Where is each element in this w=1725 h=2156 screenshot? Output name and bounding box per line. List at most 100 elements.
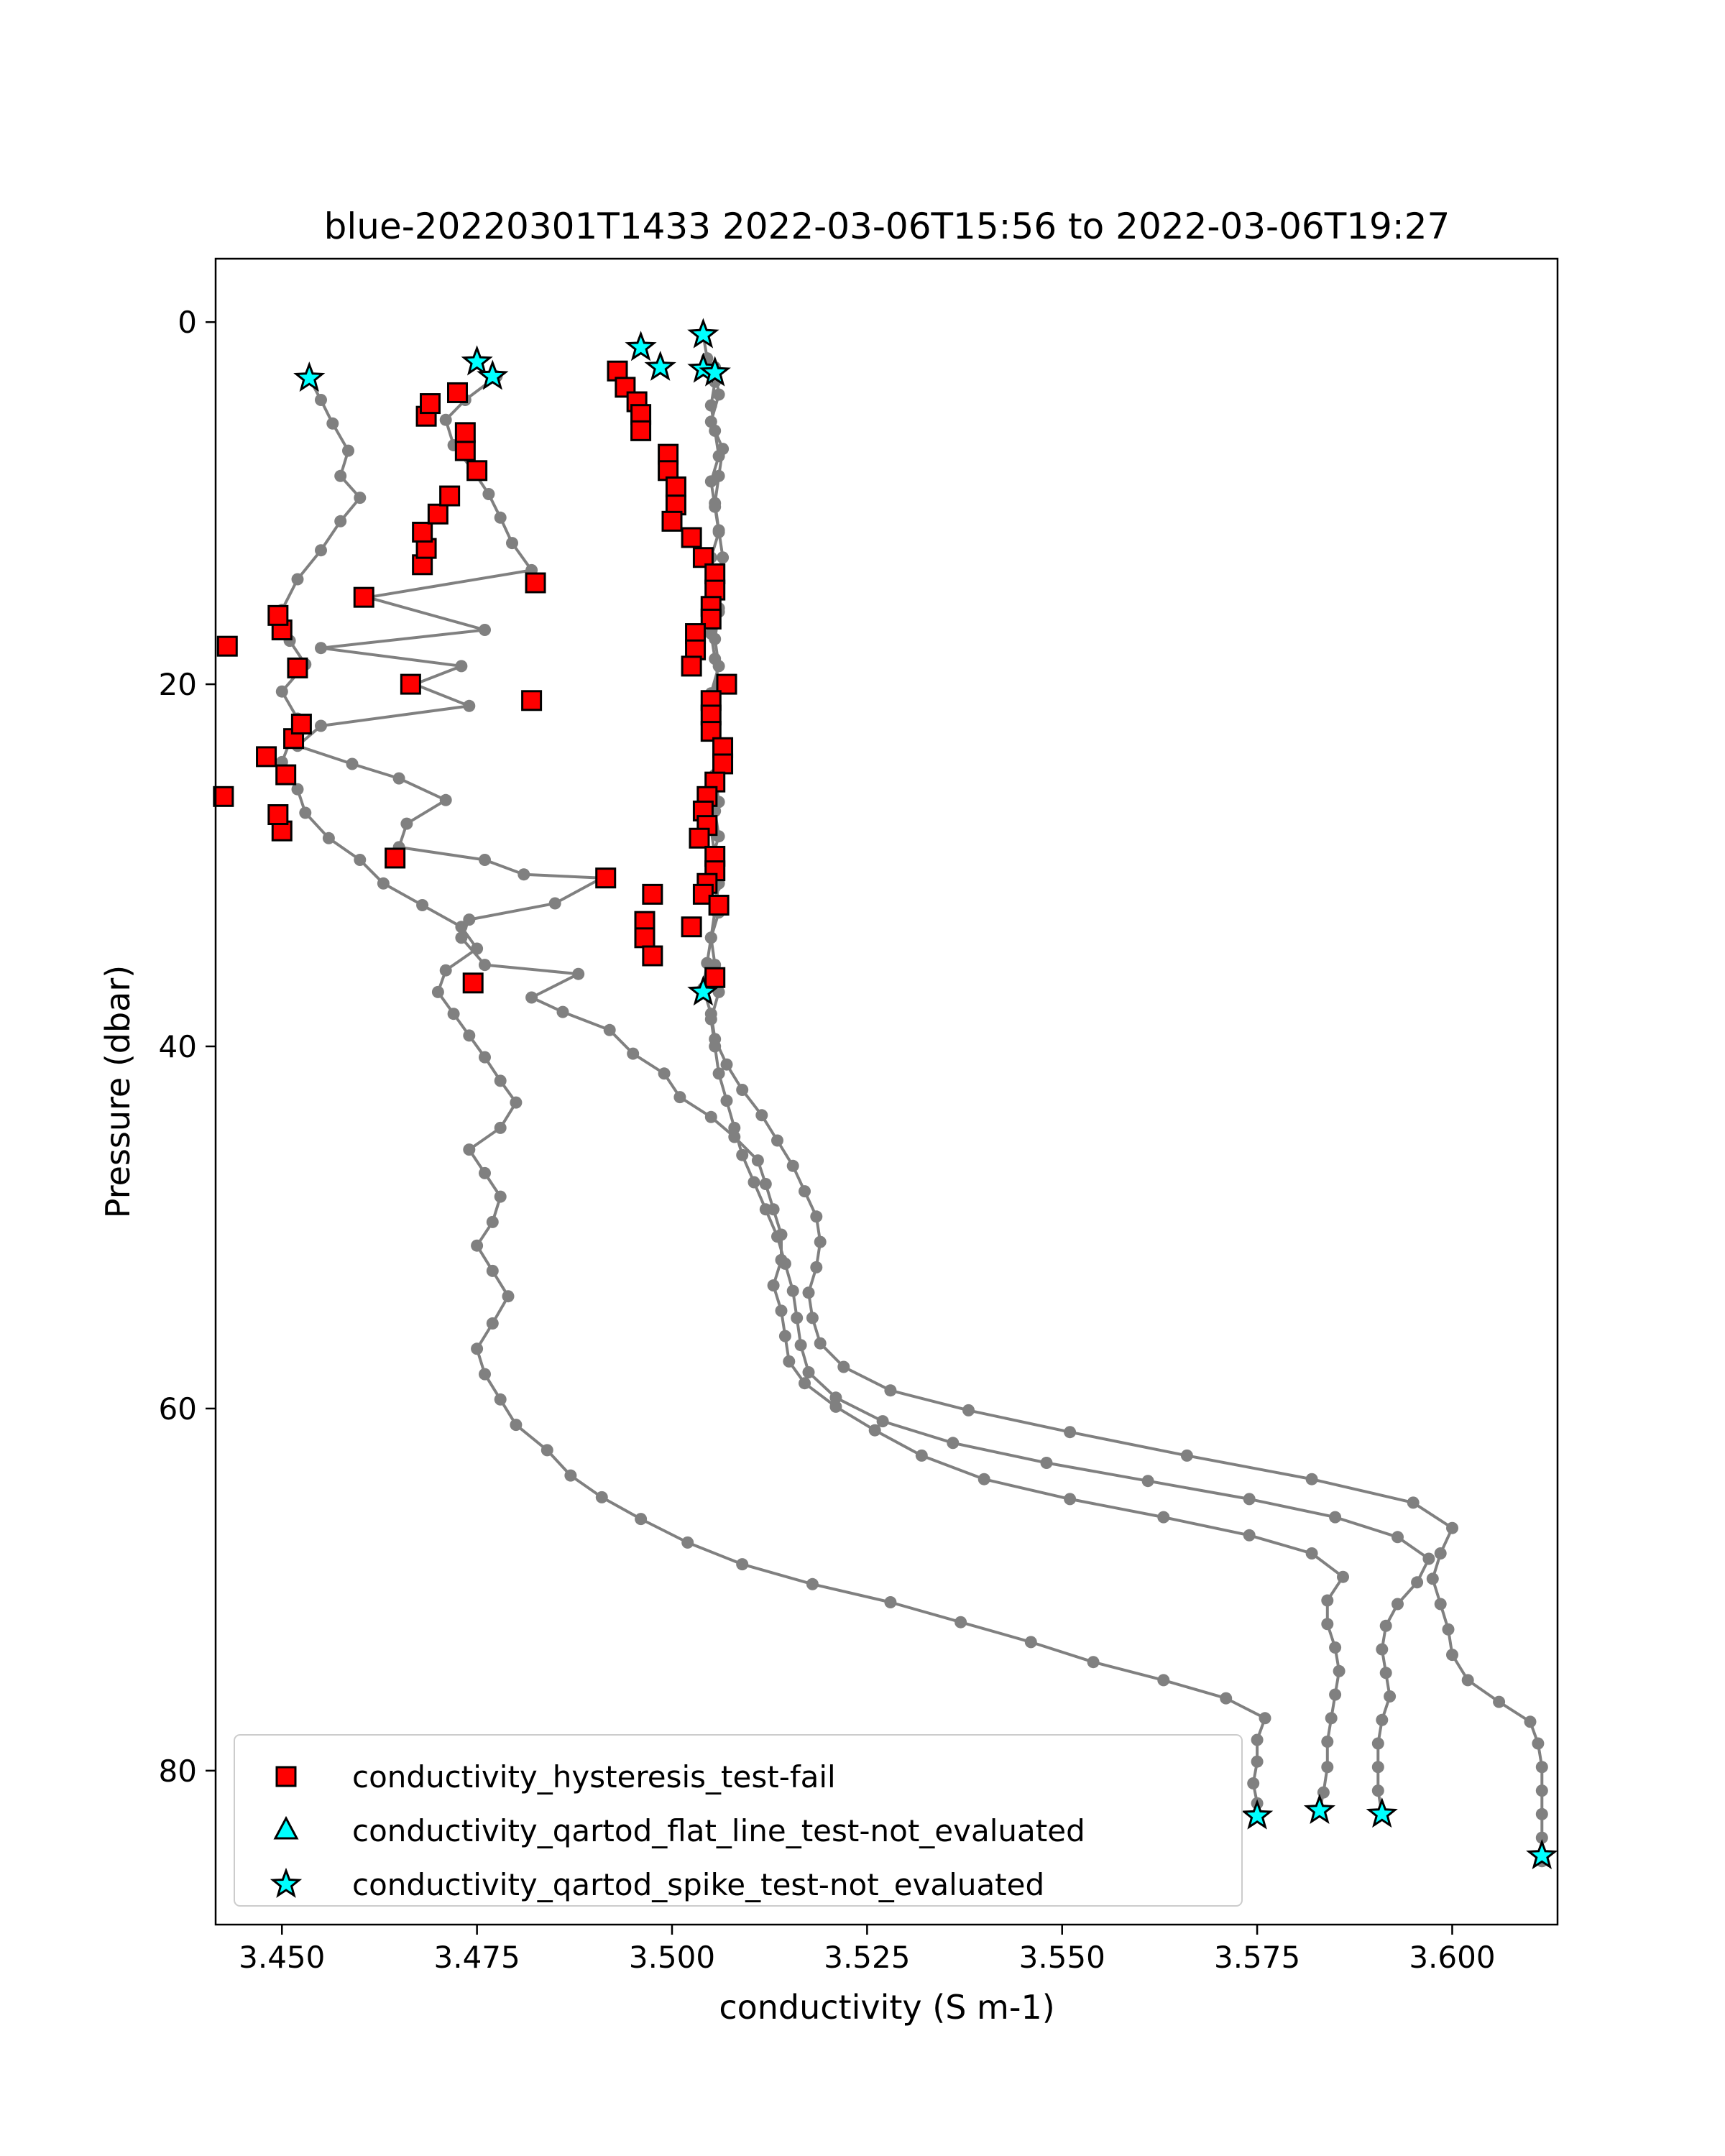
profile-point [709,1033,722,1046]
legend-label: conductivity_qartod_spike_test-not_evalu… [352,1867,1044,1902]
x-tick-label: 3.600 [1409,1940,1495,1975]
profile-point [455,931,468,944]
legend-triangle-icon [273,1815,299,1840]
profile-point [947,1437,960,1450]
profile-point [1535,1761,1548,1774]
square-marker [634,927,656,949]
legend-square-icon [275,1766,297,1787]
square-marker [681,655,702,677]
profile-point [291,783,304,796]
profile-point [778,1257,791,1270]
profile-point [799,1185,811,1198]
profile-point [778,1330,791,1342]
square-marker [439,485,461,507]
profile-point [712,526,725,538]
profile-point [494,1121,507,1134]
square-marker [454,422,476,443]
profile-point [1426,1572,1439,1585]
profile-point [915,1449,928,1462]
profile-point [479,854,491,866]
square-marker [700,608,722,630]
legend-entry-triangle: conductivity_qartod_flat_line_test-not_e… [273,1813,1085,1848]
profile-point [1329,1641,1342,1654]
profile-point [556,1005,569,1018]
square-marker [290,714,312,735]
profile-point [1321,1594,1334,1607]
profile-point [868,1424,881,1437]
square-marker [525,572,546,594]
x-tick-label: 3.575 [1214,1940,1300,1975]
profile-point [291,573,304,586]
square-marker [462,972,484,994]
square-marker [630,420,652,441]
profile-point [494,1393,507,1406]
y-tick-label: 20 [159,667,197,702]
profile-point [1392,1531,1404,1544]
y-tick-label: 60 [159,1391,197,1427]
profile-point [479,1051,491,1064]
star-marker [625,331,657,361]
legend-entry-star: conductivity_qartod_spike_test-not_evalu… [270,1867,1044,1902]
star-marker [1366,1797,1398,1828]
profile-point [728,1121,741,1134]
square-marker [427,503,448,525]
profile-point [658,1067,671,1080]
square-marker [446,382,468,403]
profile-point [525,991,538,1004]
profile-point [1064,1426,1077,1439]
square-marker [213,786,234,807]
profile-point [275,685,288,698]
profile-point [518,868,530,881]
profile-point [701,957,714,969]
profile-point [806,1312,819,1325]
plot-area-frame [214,257,1559,1926]
profile-point [1157,1674,1170,1687]
square-marker [642,945,663,967]
star-marker [1241,1799,1274,1830]
square-marker [661,510,683,532]
profile-point [704,627,717,640]
profile-point [463,1029,476,1042]
profile-point [954,1616,967,1628]
profile-point [463,913,476,926]
profile-point [299,806,312,819]
profile-point [771,1230,783,1243]
profile-point [1040,1457,1053,1469]
profile-point [431,985,444,998]
square-marker [466,460,488,482]
profile-point [709,653,722,665]
profile-point [1379,1619,1392,1632]
profile-point [439,413,452,426]
profile-point [564,1469,577,1482]
profile-point [1461,1674,1474,1687]
profile-point [1251,1733,1264,1746]
legend-box [234,1734,1243,1907]
profile-point [829,1391,842,1404]
profile-point [810,1261,823,1273]
profile-point [673,1091,686,1104]
profile-point [759,1203,772,1216]
profile-point [635,1513,648,1526]
profile-point [572,967,585,980]
profile-point [595,1491,608,1503]
star-marker [1303,1794,1336,1825]
profile-point [709,500,722,513]
y-tick-label: 80 [159,1754,197,1789]
profile-point [479,624,491,636]
star-marker [293,361,326,392]
profile-point [1535,1831,1548,1844]
star-marker [687,318,719,349]
profile-point [1064,1493,1077,1506]
profile-point [802,1366,815,1378]
y-tick-label: 0 [178,305,197,340]
profile-point [315,544,327,557]
square-marker [712,753,734,775]
profile-point [829,1400,842,1413]
profile-point [463,1143,476,1156]
profile-point [334,469,347,482]
profile-point [962,1404,975,1416]
square-marker [681,916,702,938]
profile-point [486,1317,499,1330]
legend-star-icon [270,1867,303,1898]
legend: conductivity_hysteresis_test-failconduct… [234,1734,1243,1907]
